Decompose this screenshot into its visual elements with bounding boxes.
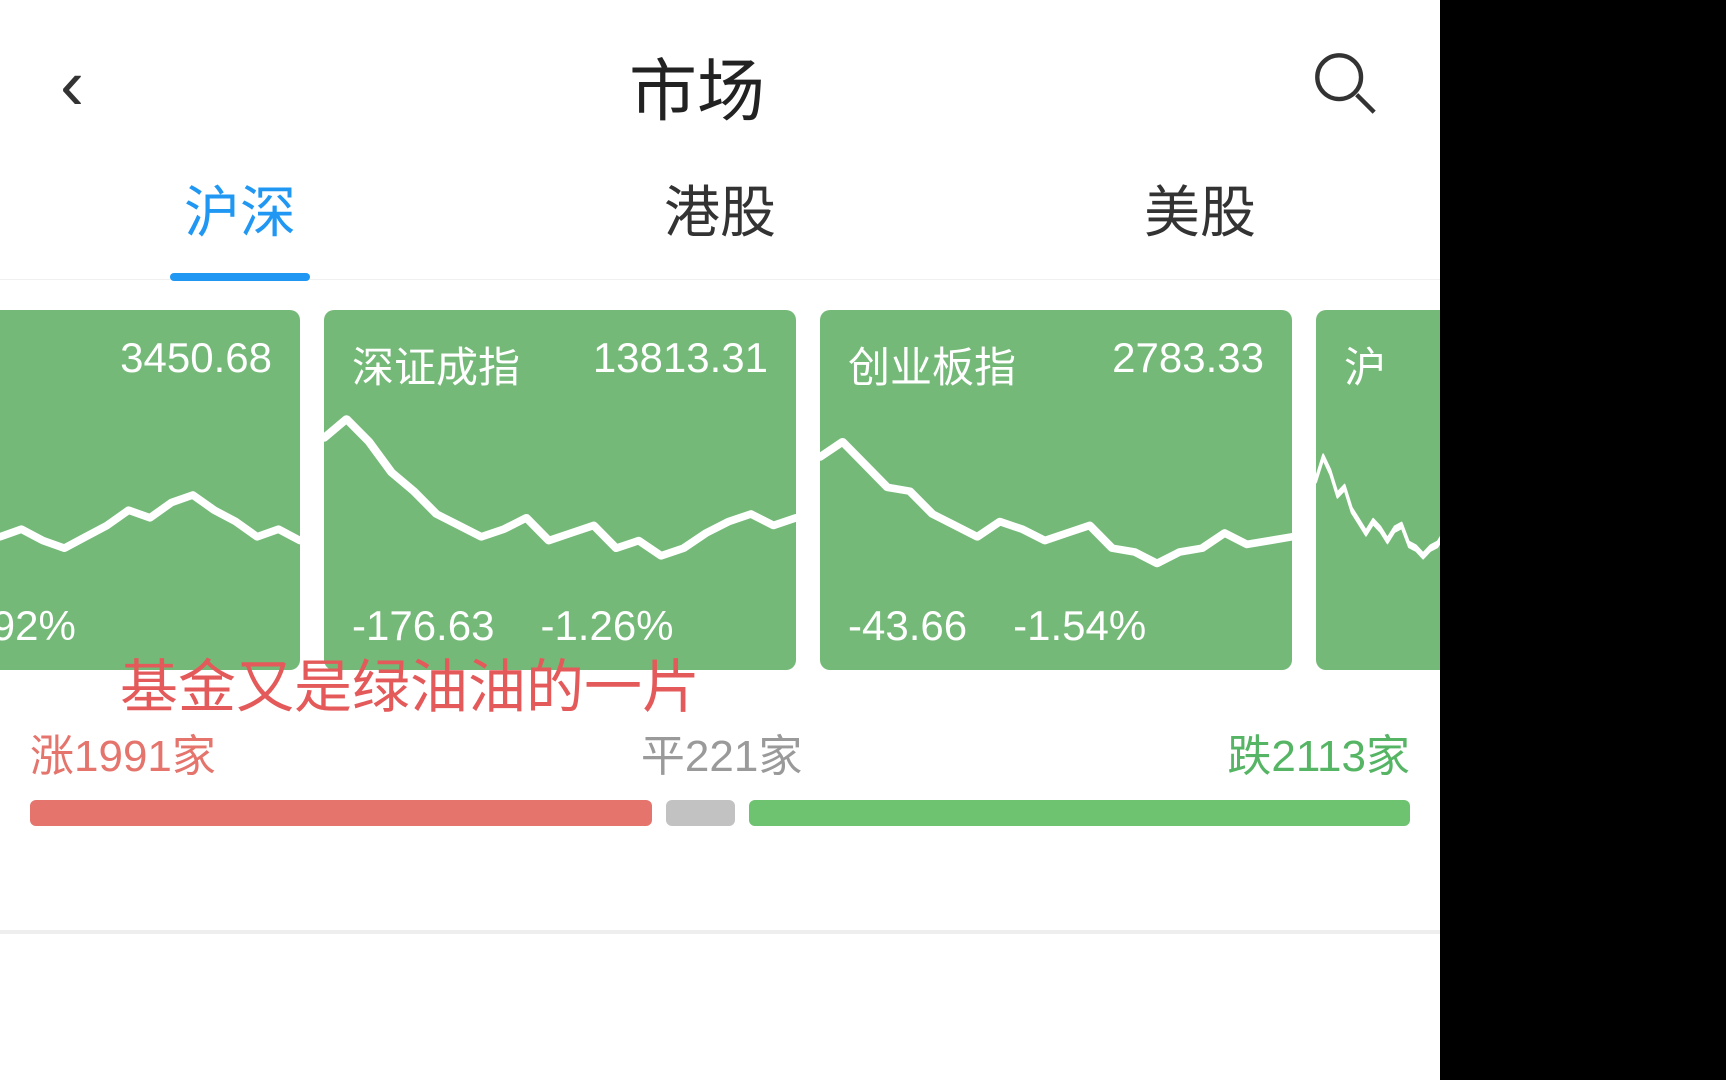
updown-stats: 涨1991家 平221家 跌2113家 (30, 720, 1410, 784)
overlay-comment: 基金又是绿油油的一片 (120, 640, 700, 724)
index-card[interactable]: 沪 (1316, 310, 1460, 670)
index-card[interactable]: 3450.68 88 -0.92% (0, 310, 300, 670)
updown-bar-down (749, 800, 1410, 826)
index-change-pct: -0.92% (0, 602, 76, 650)
index-card[interactable]: 深证成指 13813.31 -176.63 -1.26% (324, 310, 796, 670)
letterbox-right (1440, 0, 1726, 1080)
index-card[interactable]: 创业板指 2783.33 -43.66 -1.54% (820, 310, 1292, 670)
index-value: 3450.68 (120, 334, 272, 382)
index-cards[interactable]: 3450.68 88 -0.92% 深证成指 13813.31 -176.63 … (0, 280, 1460, 670)
updown-bar-flat (666, 800, 735, 826)
search-icon (1310, 48, 1380, 118)
header: ‹ 市场 (0, 0, 1440, 170)
index-value: 2783.33 (1112, 334, 1264, 382)
index-name: 沪 (1344, 334, 1386, 395)
section-divider (0, 930, 1440, 934)
page-title: 市场 (629, 36, 765, 135)
down-count: 跌2113家 (1227, 720, 1410, 784)
sparkline (324, 400, 796, 590)
index-name: 深证成指 (352, 334, 520, 395)
tab-hushen[interactable]: 沪深 (0, 168, 480, 279)
sparkline (820, 400, 1292, 590)
market-tabs: 沪深 港股 美股 (0, 170, 1440, 280)
index-change-abs: -43.66 (848, 602, 967, 650)
sparkline (0, 400, 300, 590)
index-name: 创业板指 (848, 334, 1016, 395)
index-change-pct: -1.54% (1013, 602, 1146, 650)
search-button[interactable] (1310, 48, 1380, 123)
updown-bar-up (30, 800, 652, 826)
updown-bar (30, 800, 1410, 826)
back-button[interactable]: ‹ (60, 49, 84, 121)
tab-hk[interactable]: 港股 (480, 168, 960, 279)
index-value: 13813.31 (593, 334, 768, 382)
up-count: 涨1991家 (30, 720, 216, 784)
flat-count: 平221家 (641, 720, 802, 784)
sparkline (1316, 400, 1460, 590)
app-root: ‹ 市场 沪深 港股 美股 3450.68 88 -0.92% (0, 0, 1440, 1080)
tab-us[interactable]: 美股 (960, 168, 1440, 279)
